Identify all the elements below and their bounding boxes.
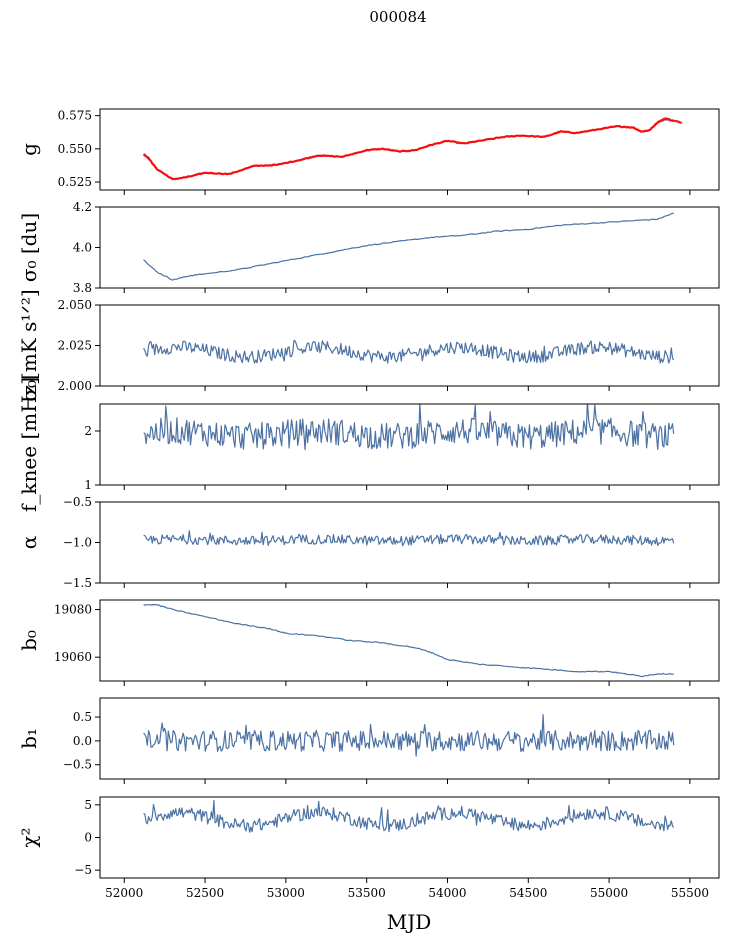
panel-g: 0.525 0.550 0.575 g: [17, 108, 720, 195]
y-tick-label: 0.550: [58, 142, 92, 156]
series-b0: [143, 603, 674, 678]
y-axis-label: b₁: [17, 728, 41, 749]
panel-b0: 19060 19080 b₀: [17, 599, 720, 686]
y-tick-label: −0.5: [63, 758, 92, 772]
series-b1: [143, 714, 675, 757]
y-axis-label: f_knee [mHz]: [17, 377, 41, 512]
y-tick-label: 2.025: [58, 339, 92, 353]
plot-area: [142, 117, 683, 181]
y-tick-label: 4.0: [73, 241, 92, 255]
axes-frame: [99, 796, 720, 879]
x-tick-label: 55000: [590, 886, 628, 900]
y-tick-label: 0: [84, 831, 92, 845]
y-tick-label: 19080: [54, 603, 92, 617]
plot-area: [143, 800, 675, 833]
y-axis-label: χ²: [17, 827, 41, 847]
y-tick-label: −1.5: [63, 576, 92, 590]
x-tick-label: 53500: [348, 886, 386, 900]
y-tick-label: −0.5: [63, 495, 92, 509]
series-gain-fit: [142, 117, 683, 181]
x-tick-label: 54000: [428, 886, 466, 900]
axes-frame: [99, 599, 720, 682]
y-tick-label: −1.0: [63, 536, 92, 550]
y-tick-label: 0.0: [73, 734, 92, 748]
x-axis-label: MJD: [387, 910, 432, 934]
axes-frame: [99, 697, 720, 780]
y-tick-label: 2: [84, 424, 92, 438]
series-fknee: [143, 404, 675, 451]
plot-area: [143, 212, 674, 281]
y-tick-label: 5: [84, 798, 92, 812]
panel-sigma0-mK: 2.000 2.025 2.050 σ₀[mK s¹ᐟ²]: [17, 289, 720, 402]
y-tick-label: 1: [84, 478, 92, 492]
y-tick-label: 0.5: [73, 710, 92, 724]
plot-area: [143, 530, 675, 547]
series-alpha: [143, 530, 675, 547]
x-tick-label: 53000: [267, 886, 305, 900]
panel-alpha: −1.5 −1.0 −0.5 α: [17, 495, 720, 590]
plot-area: [143, 404, 675, 451]
panel-sigma0-du: 3.8 4.0 4.2 σ₀ [du]: [17, 200, 720, 295]
y-tick-label: 2.000: [58, 379, 92, 393]
y-tick-label: 2.050: [58, 298, 92, 312]
panel-b1: −0.5 0.0 0.5 b₁: [17, 697, 720, 784]
series-gain: [143, 118, 674, 180]
axes-frame: [99, 304, 720, 387]
y-axis-label: σ₀[mK s¹ᐟ²]: [17, 289, 41, 401]
axes-frame: [99, 403, 720, 486]
y-tick-label: 0.575: [58, 109, 92, 123]
y-axis-label: α: [17, 536, 41, 550]
y-tick-label: −5: [74, 863, 92, 877]
panel-chi2: −5 0 5 52000 52500 53000 53500 54000 54500 55000 5…: [17, 796, 720, 900]
y-axis-label: g: [17, 143, 41, 156]
axes-frame: [99, 108, 720, 191]
plot-area: [143, 714, 675, 757]
y-tick-label: 3.8: [73, 281, 92, 295]
x-tick-label: 52000: [105, 886, 143, 900]
series-chi2: [143, 800, 675, 833]
plot-area: [143, 339, 675, 364]
plot-area: [143, 603, 674, 678]
series-sigma0-physical: [143, 339, 675, 364]
x-tick-label: 54500: [509, 886, 547, 900]
x-tick-label: 55500: [671, 886, 709, 900]
series-sigma0: [143, 212, 674, 281]
y-tick-label: 19060: [54, 650, 92, 664]
y-axis-label: σ₀ [du]: [17, 213, 41, 282]
panel-fknee: 1 2 f_knee [mHz]: [17, 377, 720, 512]
y-tick-label: 0.525: [58, 175, 92, 189]
y-tick-label: 4.2: [73, 200, 92, 214]
x-tick-label: 52500: [186, 886, 224, 900]
figure-title: 000084: [369, 8, 426, 26]
y-axis-label: b₀: [17, 630, 41, 651]
